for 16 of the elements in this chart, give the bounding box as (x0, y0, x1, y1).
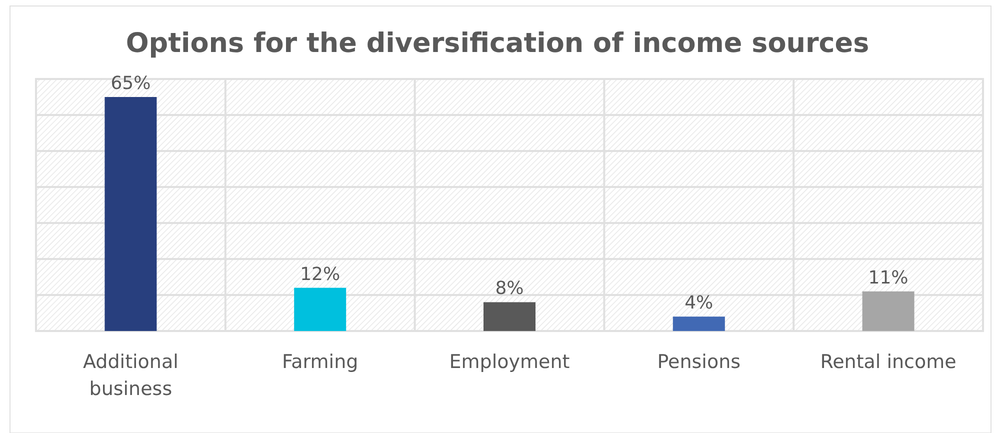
x-tick-label: Rental income (820, 351, 956, 373)
x-tick-label: Employment (449, 351, 570, 373)
data-label: 12% (300, 264, 340, 285)
bar (104, 97, 157, 331)
data-label: 11% (868, 267, 908, 288)
bar (294, 288, 346, 331)
chart-title: Options for the diversification of income sources (126, 28, 870, 59)
x-tick-label: Farming (282, 351, 358, 373)
data-label: 4% (684, 292, 714, 314)
bar (672, 316, 725, 331)
data-label: 65% (110, 73, 151, 94)
data-label: 8% (495, 278, 524, 300)
bar (862, 291, 914, 331)
x-tick-label: Additional business (83, 351, 178, 400)
bar (484, 302, 536, 331)
x-tick-label: Pensions (657, 351, 741, 373)
